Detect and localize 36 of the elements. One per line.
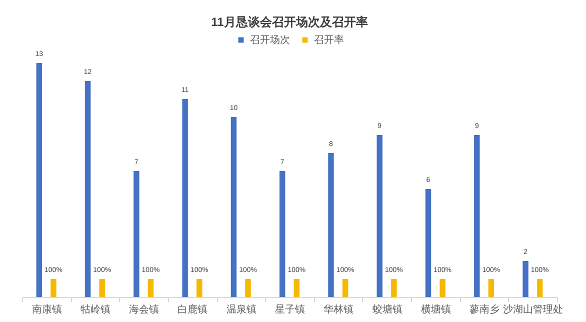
chart-title: 11月恳谈会召开场次及召开率 (211, 15, 368, 29)
bar (182, 99, 188, 297)
bar (536, 279, 543, 297)
bar (425, 189, 432, 297)
legend-label: 召开率 (314, 34, 344, 46)
bar (230, 117, 237, 297)
bar (50, 279, 56, 297)
x-tick-label: 牯岭镇 (80, 304, 110, 316)
x-tick-label: 南康镇 (32, 304, 62, 316)
x-tick-label: 温泉镇 (226, 304, 256, 316)
bar (522, 261, 528, 297)
bar (245, 279, 251, 297)
x-tick-label: 蓼南乡 (470, 304, 500, 316)
x-tick-label: 白鹿镇 (178, 304, 208, 316)
bar (279, 171, 286, 297)
bar (328, 153, 334, 297)
x-tick-label: 蛟塘镇 (372, 304, 402, 316)
bar (342, 279, 348, 297)
bar (84, 81, 91, 297)
bar (474, 135, 480, 297)
x-tick-label: 沙湖山管理处 (503, 304, 564, 316)
bar (440, 279, 446, 297)
bar (376, 135, 382, 297)
legend-label: 召开场次 (250, 34, 290, 46)
bar (196, 279, 202, 297)
bar (99, 279, 105, 297)
x-tick-label: 横塘镇 (420, 304, 451, 316)
bar (134, 171, 140, 297)
bar (294, 279, 300, 297)
x-tick-label: 星子镇 (275, 304, 305, 316)
x-tick-label: 海会镇 (129, 304, 160, 316)
bar (148, 279, 154, 297)
bar (488, 279, 494, 297)
x-tick-label: 华林镇 (324, 304, 354, 316)
bar (36, 63, 42, 297)
bar (391, 279, 397, 297)
